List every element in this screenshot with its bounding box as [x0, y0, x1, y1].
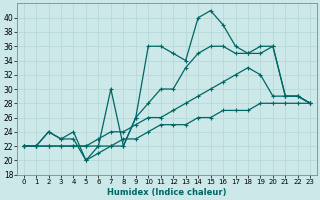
X-axis label: Humidex (Indice chaleur): Humidex (Indice chaleur) — [107, 188, 227, 197]
